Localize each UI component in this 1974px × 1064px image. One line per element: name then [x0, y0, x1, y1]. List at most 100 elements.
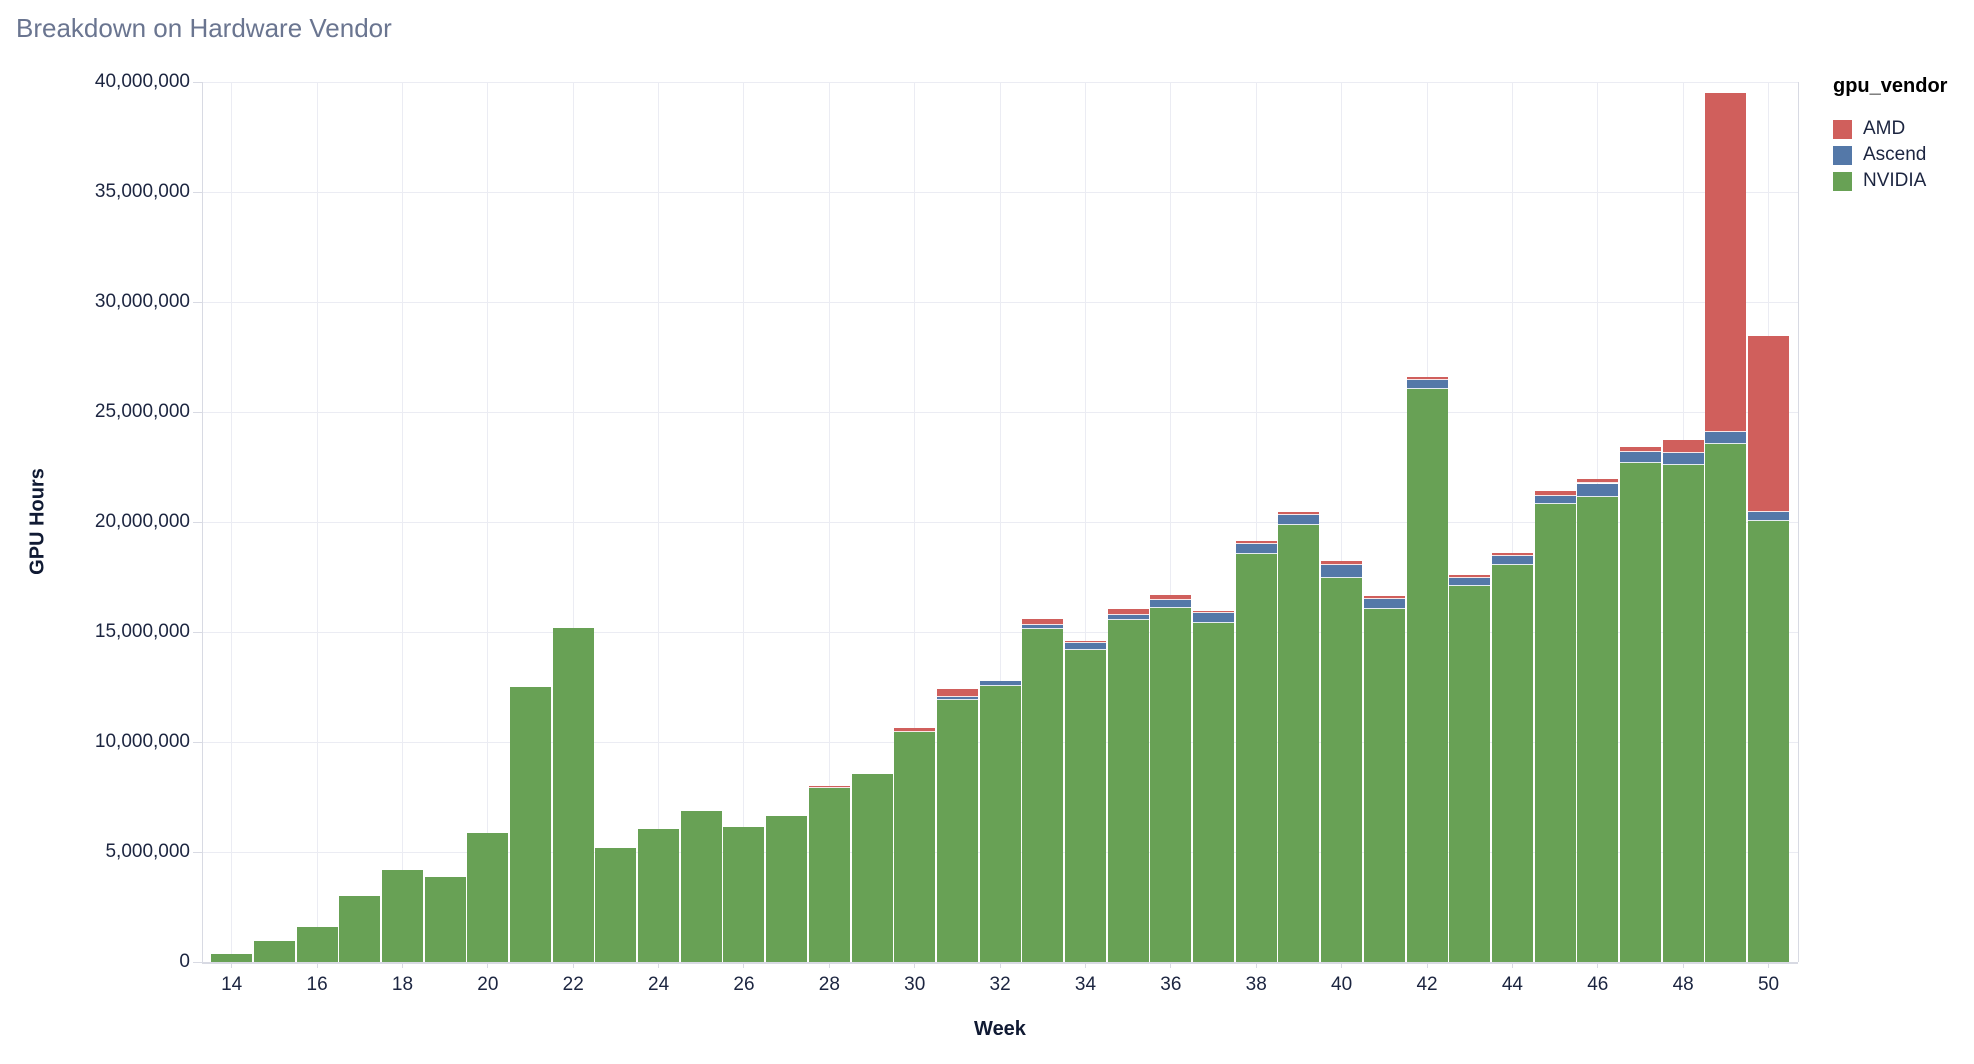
bar-week-23-nvidia — [595, 847, 637, 962]
x-tick — [1255, 962, 1257, 968]
bar-week-19-nvidia — [424, 877, 466, 962]
x-tick-label: 28 — [818, 974, 840, 995]
y-axis-line — [202, 82, 203, 962]
legend-item-ascend[interactable]: Ascend — [1833, 142, 1947, 168]
x-tick-label: 32 — [989, 974, 1011, 995]
bar-week-43-amd — [1449, 574, 1491, 579]
x-tick — [1597, 962, 1599, 968]
bar-week-37-amd — [1193, 611, 1235, 614]
bar-week-21-nvidia — [510, 687, 552, 962]
plot-right-border — [1798, 82, 1799, 962]
bar-week-46-ascend — [1577, 483, 1619, 497]
bar-week-31-ascend — [936, 696, 978, 701]
bar-week-38-nvidia — [1235, 553, 1277, 962]
bar-week-45-amd — [1534, 491, 1576, 496]
v-gridline — [401, 82, 403, 962]
y-tick — [193, 301, 202, 303]
bar-week-44-ascend — [1491, 556, 1533, 565]
legend-item-amd[interactable]: AMD — [1833, 116, 1947, 142]
legend-title: gpu_vendor — [1833, 75, 1948, 97]
y-tick-label: 5,000,000 — [105, 841, 190, 862]
chart-title: Breakdown on Hardware Vendor — [16, 13, 392, 43]
bar-week-47-nvidia — [1619, 462, 1661, 962]
v-gridline — [231, 82, 233, 962]
y-tick — [193, 521, 202, 523]
bar-week-33-ascend — [1022, 625, 1064, 629]
x-tick — [1511, 962, 1513, 968]
v-gridline — [1085, 82, 1086, 962]
bar-week-46-nvidia — [1577, 496, 1619, 962]
y-tick — [193, 961, 202, 963]
bar-week-47-ascend — [1619, 451, 1661, 463]
bar-week-35-nvidia — [1107, 619, 1149, 962]
x-tick-label: 46 — [1587, 974, 1609, 995]
bar-week-37-nvidia — [1193, 623, 1235, 962]
bar-week-16-nvidia — [296, 926, 338, 962]
bar-week-50-ascend — [1748, 512, 1790, 521]
y-tick-label: 40,000,000 — [94, 71, 190, 92]
x-tick — [1170, 962, 1172, 968]
v-gridline — [487, 82, 489, 962]
legend: gpu_vendor AMD Ascend NVIDIA — [1833, 74, 1947, 194]
legend-item-label: AMD — [1863, 118, 1906, 139]
bar-week-15-nvidia — [253, 941, 295, 962]
x-tick — [401, 962, 403, 968]
bar-week-27-nvidia — [766, 815, 808, 962]
x-axis-line — [202, 962, 1798, 964]
x-tick — [658, 962, 660, 968]
legend-items: AMD Ascend NVIDIA — [1833, 116, 1947, 194]
bar-week-47-amd — [1619, 447, 1661, 452]
x-tick-label: 36 — [1160, 974, 1182, 995]
x-tick-label: 22 — [562, 974, 584, 995]
v-gridline — [914, 82, 916, 962]
bar-week-32-nvidia — [979, 685, 1021, 962]
bar-week-35-ascend — [1107, 614, 1149, 620]
x-tick — [1426, 962, 1428, 968]
v-gridline — [1511, 82, 1513, 962]
legend-swatch-nvidia — [1833, 171, 1852, 191]
bar-week-43-nvidia — [1449, 585, 1491, 962]
x-tick-label: 18 — [391, 974, 414, 995]
y-tick-label: 25,000,000 — [94, 401, 190, 422]
x-tick-label: 24 — [648, 974, 670, 995]
legend-item-label: NVIDIA — [1863, 170, 1927, 191]
y-tick-label: 20,000,000 — [94, 511, 190, 532]
bar-week-36-nvidia — [1150, 607, 1192, 962]
x-tick-label: 26 — [733, 974, 755, 995]
v-gridline — [658, 82, 660, 962]
x-tick-label: 20 — [477, 974, 499, 995]
y-axis-title: GPU Hours — [26, 468, 49, 575]
bar-week-17-nvidia — [339, 896, 381, 962]
x-tick-label: 34 — [1074, 974, 1097, 995]
legend-item-nvidia[interactable]: NVIDIA — [1833, 168, 1947, 194]
bar-week-43-ascend — [1449, 578, 1491, 586]
x-tick-label: 44 — [1501, 974, 1523, 995]
bar-week-33-nvidia — [1022, 628, 1064, 962]
bar-week-39-amd — [1278, 512, 1320, 516]
x-tick — [914, 962, 916, 968]
x-tick-label: 14 — [221, 974, 243, 995]
bar-week-46-amd — [1577, 479, 1619, 484]
y-tick-label: 35,000,000 — [94, 181, 190, 202]
x-tick-label: 30 — [904, 974, 926, 995]
y-tick-label: 15,000,000 — [94, 621, 190, 642]
x-tick-label: 50 — [1757, 974, 1780, 995]
bar-week-39-nvidia — [1278, 525, 1320, 962]
bar-week-28-nvidia — [808, 788, 850, 962]
v-gridline — [316, 82, 318, 962]
bar-week-44-amd — [1491, 552, 1533, 557]
bar-week-48-amd — [1662, 439, 1704, 453]
bar-week-40-nvidia — [1321, 578, 1363, 962]
bar-week-34-ascend — [1065, 643, 1106, 650]
bar-week-34-nvidia — [1065, 649, 1106, 962]
y-tick — [193, 191, 202, 193]
bar-week-34-amd — [1065, 640, 1106, 643]
bar-week-14-nvidia — [211, 954, 253, 962]
bar-week-50-nvidia — [1748, 520, 1790, 962]
v-gridline — [1341, 82, 1343, 962]
bar-week-22-nvidia — [552, 627, 594, 962]
y-tick — [193, 631, 202, 633]
x-tick-label: 38 — [1245, 974, 1267, 995]
bar-week-48-ascend — [1662, 452, 1704, 465]
